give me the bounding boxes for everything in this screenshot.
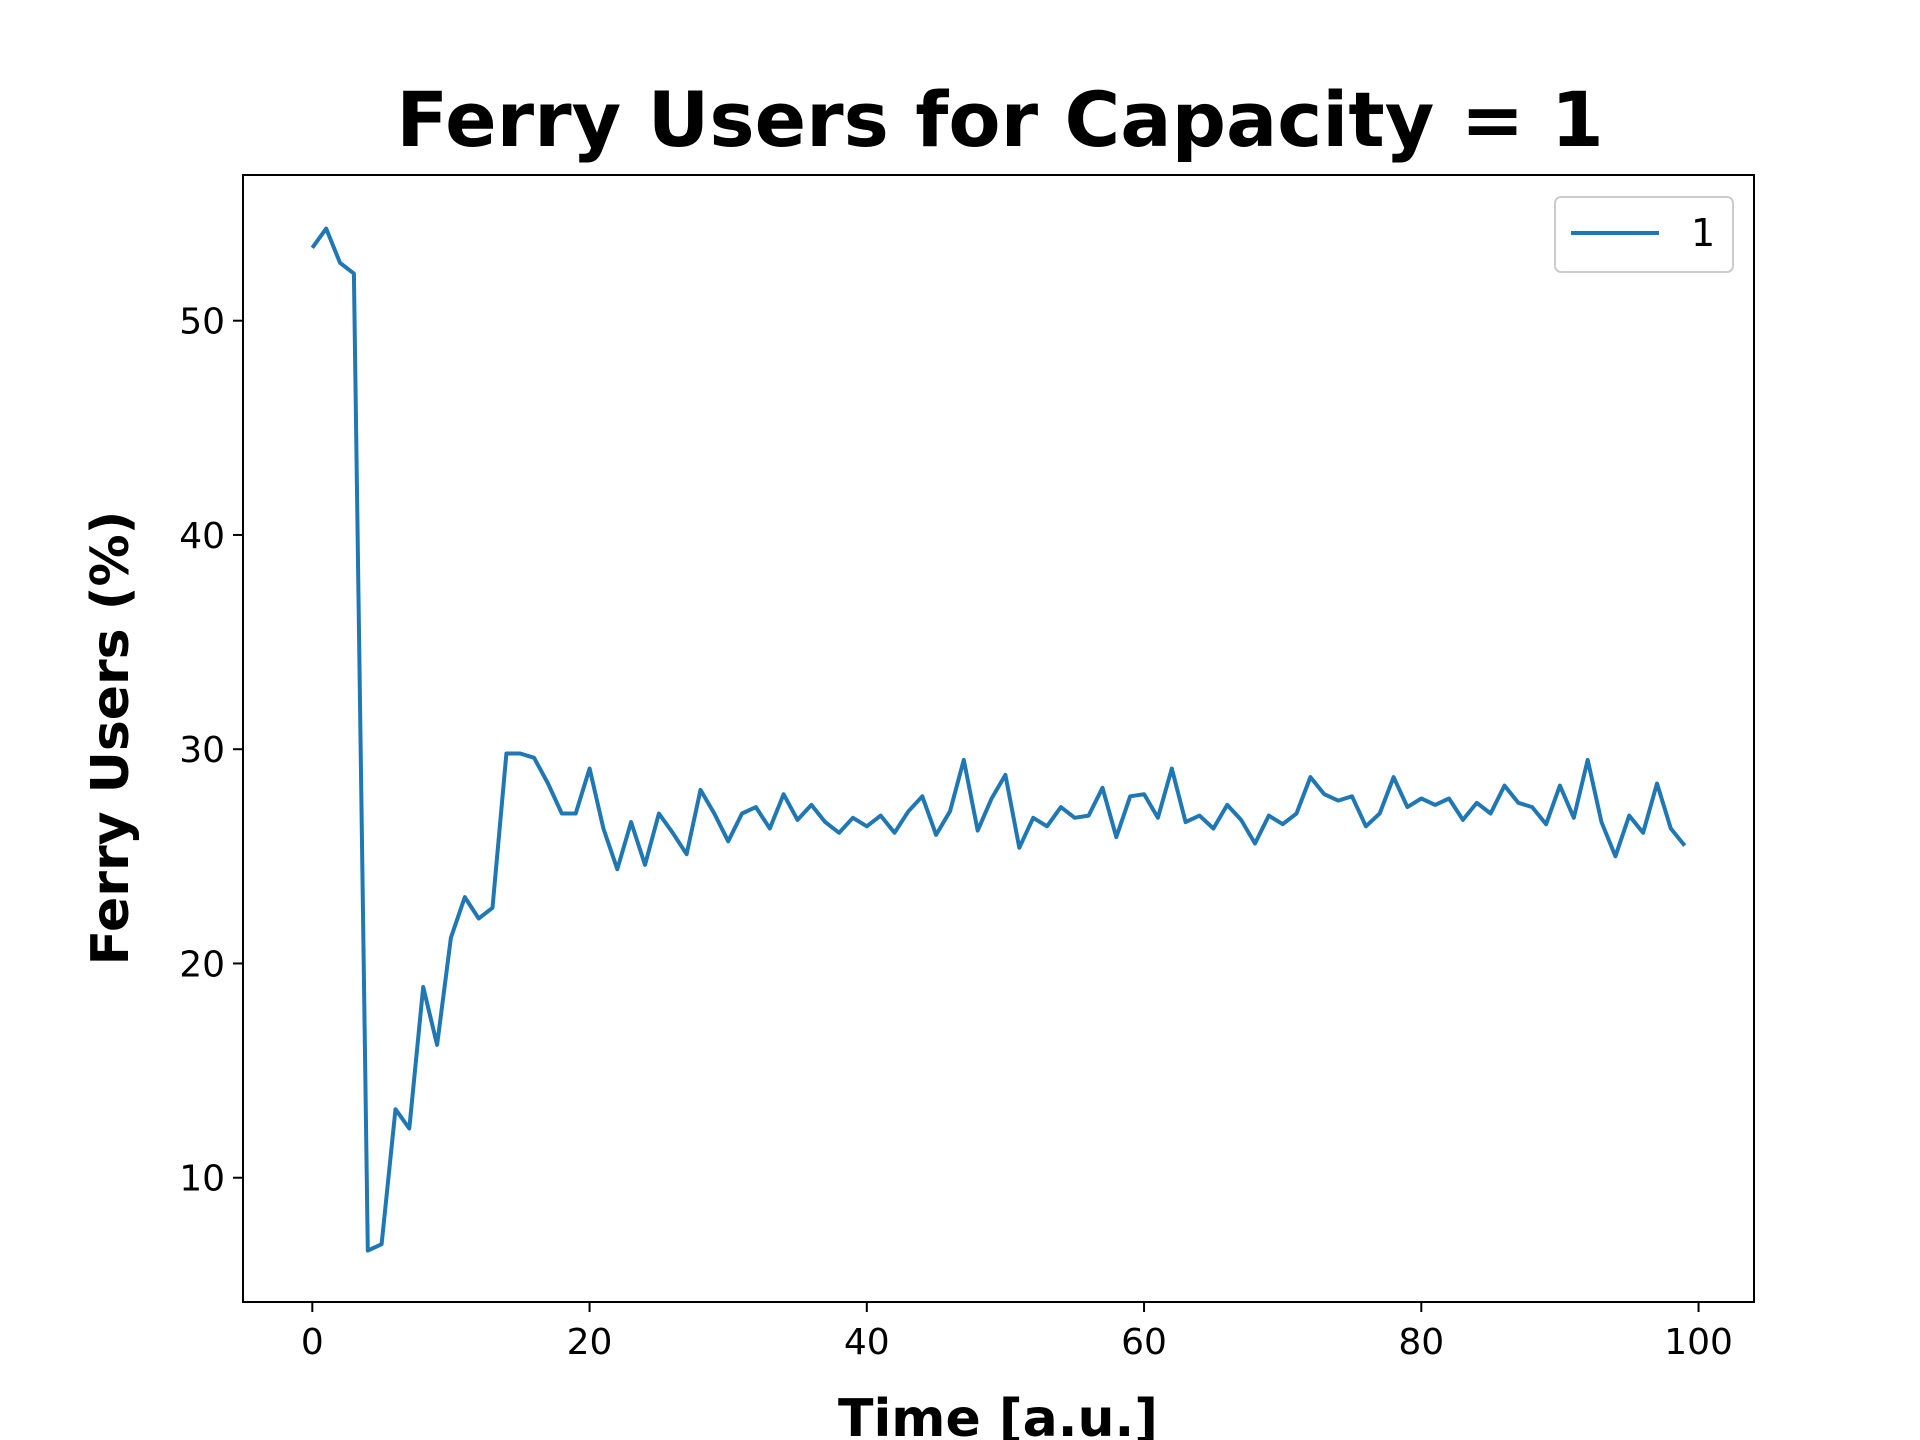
chart-title: Ferry Users for Capacity = 1 bbox=[396, 75, 1603, 164]
y-tick-label: 50 bbox=[179, 302, 225, 343]
x-tick-label: 60 bbox=[1121, 1322, 1167, 1363]
y-axis: 10 20 30 40 50 bbox=[179, 302, 243, 1200]
y-tick-label: 40 bbox=[179, 516, 225, 557]
series-layer bbox=[310, 226, 1687, 1253]
y-tick-label: 30 bbox=[179, 730, 225, 771]
x-tick-label: 40 bbox=[844, 1322, 890, 1363]
y-tick-label: 20 bbox=[179, 944, 225, 985]
x-tick-label: 80 bbox=[1398, 1322, 1444, 1363]
x-tick-label: 20 bbox=[567, 1322, 613, 1363]
x-tick-label: 0 bbox=[301, 1322, 324, 1363]
x-axis-label: Time [a.u.] bbox=[838, 1389, 1158, 1440]
legend: 1 bbox=[1554, 196, 1734, 273]
x-axis: 0 20 40 60 80 100 bbox=[301, 1302, 1733, 1363]
series-line-1 bbox=[310, 226, 1687, 1253]
plot-area bbox=[242, 174, 1755, 1303]
y-tick-label: 10 bbox=[179, 1159, 225, 1200]
legend-label: 1 bbox=[1691, 211, 1715, 255]
x-tick-label: 100 bbox=[1664, 1322, 1733, 1363]
y-axis-label: Ferry Users (%) bbox=[81, 511, 141, 966]
